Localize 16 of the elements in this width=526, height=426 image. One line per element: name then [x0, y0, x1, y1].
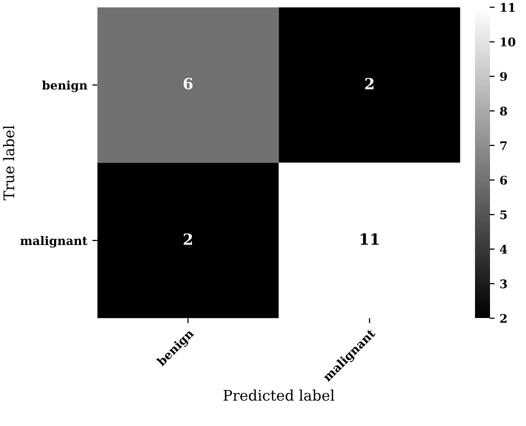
data-label: 11 [360, 233, 379, 245]
data-label: 2 [365, 78, 374, 90]
color-bar-label: 9 [500, 72, 507, 81]
data-label: 2 [184, 233, 192, 245]
color-bar-label: 8 [500, 106, 508, 116]
data-label: 6 [184, 78, 193, 90]
color-bar-label: 6 [500, 176, 508, 185]
color-bar-label: 10 [500, 38, 516, 46]
color-bar-label: 2 [500, 314, 507, 323]
x-axis-title: Predicted label [224, 390, 334, 401]
color-bar-label: 11 [500, 2, 515, 12]
color-bar-label: 4 [500, 244, 508, 254]
color-bar-label: 3 [500, 279, 507, 288]
y-axis-title: True label [3, 125, 14, 200]
color-bar-label: 5 [500, 210, 507, 220]
color-bar-label: 7 [500, 141, 507, 150]
